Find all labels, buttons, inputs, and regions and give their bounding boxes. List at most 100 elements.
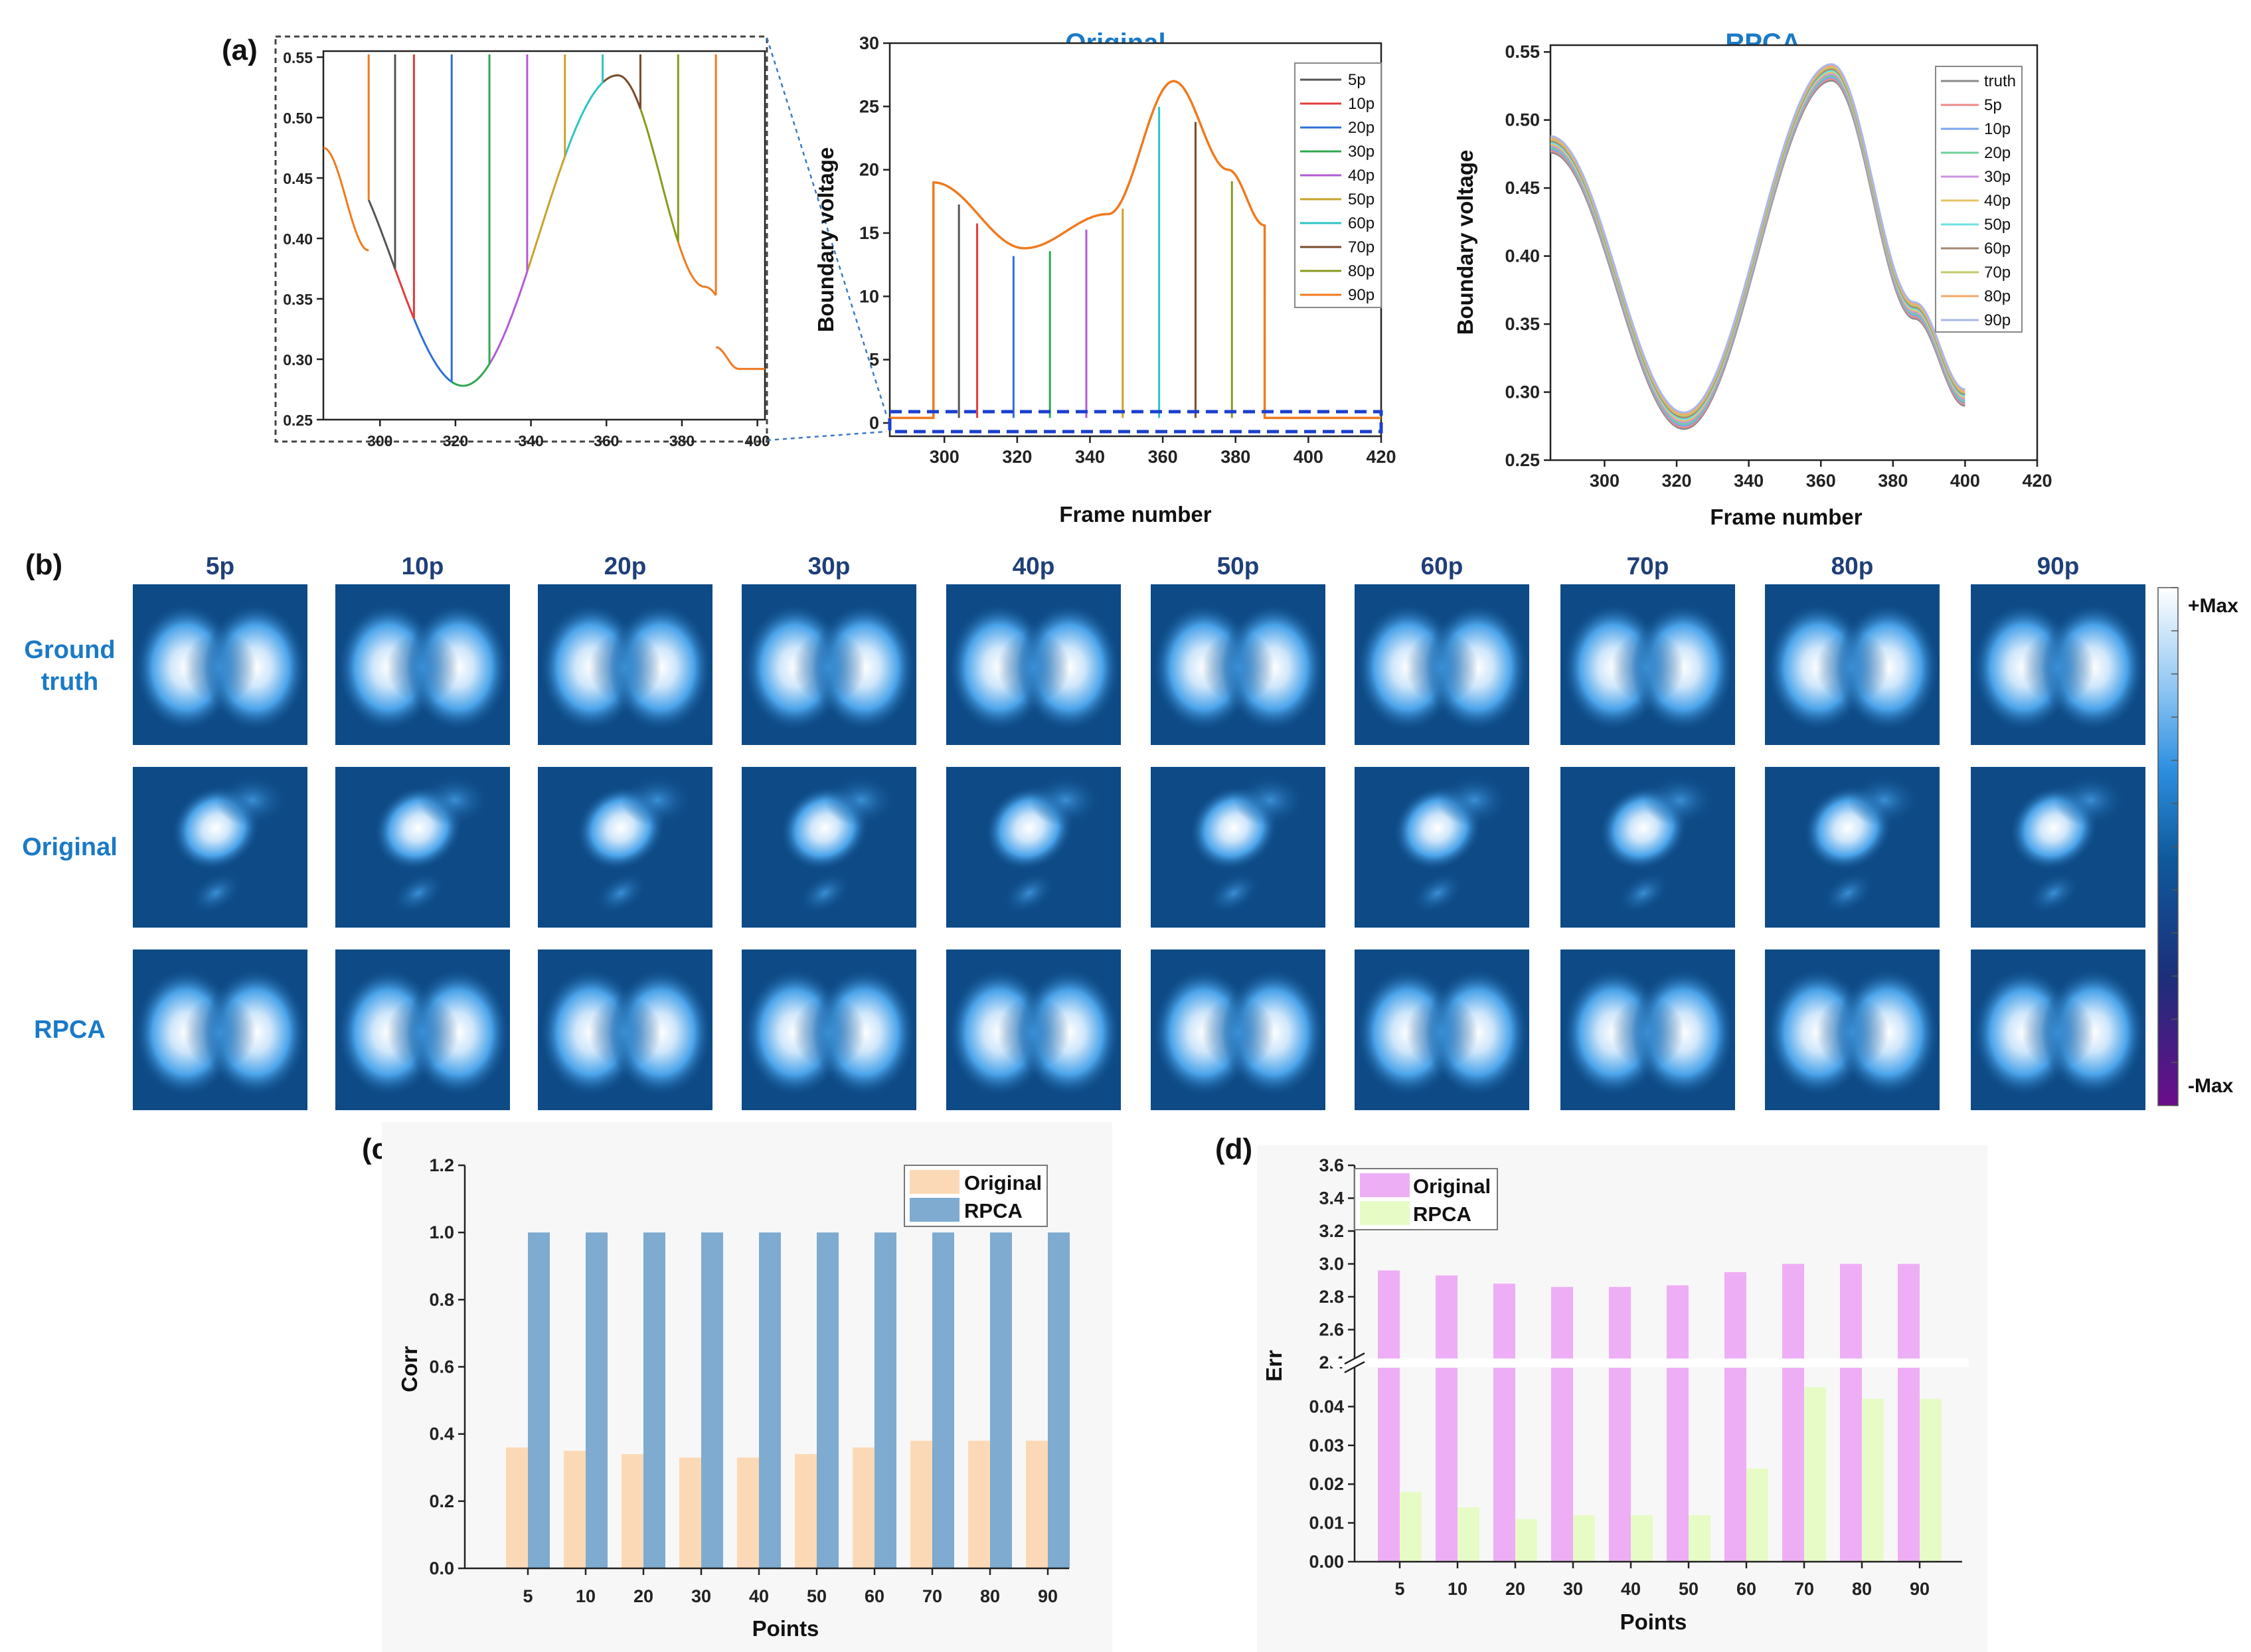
orig-ytick-label-3: 15 [859, 223, 879, 243]
rpca-xtick-label-3: 360 [1806, 471, 1836, 491]
image-cell-1-0 [133, 767, 307, 928]
inset-segment-3 [413, 318, 453, 383]
err-bar-original-lower-20 [1493, 1368, 1515, 1562]
err-bar-rpca-60 [1746, 1468, 1768, 1562]
corr-ytick-label-0: 0.0 [429, 1558, 454, 1578]
image-cell-2-5 [1151, 950, 1325, 1110]
rpca-x-label: Frame number [1710, 505, 1862, 529]
blob-bridge [792, 631, 866, 704]
err-bar-original-upper-10 [1436, 1275, 1458, 1359]
blob-bridge [997, 996, 1070, 1069]
err-legend: Original RPCA [1354, 1168, 1498, 1230]
blob-lower [1001, 870, 1057, 916]
rpca-xtick-label-2: 340 [1734, 471, 1764, 491]
err-bar-original-lower-90 [1898, 1368, 1920, 1562]
inset-ytick-label-2: 0.35 [283, 291, 313, 308]
reconstruction-grid: 5p 10p 20p 30p 40p 50p 60p 70p 80p 90p Ground truth… [22, 552, 2145, 1110]
row-label-0-1: truth [41, 668, 99, 696]
blob-lower [797, 870, 853, 916]
corr-xtick-label-1: 10 [576, 1586, 596, 1606]
corr-bar-rpca-60 [875, 1232, 896, 1568]
orig-xtick-label-3: 360 [1148, 447, 1178, 467]
corr-xtick-label-5: 50 [807, 1586, 827, 1606]
image-cell-2-1 [335, 950, 510, 1110]
err-bar-rpca-40 [1631, 1515, 1653, 1562]
err-bar-original-upper-50 [1667, 1285, 1689, 1359]
inset-xtick-label-3: 360 [594, 432, 619, 450]
orig-ytick-label-1: 5 [869, 350, 879, 370]
image-cell-2-8 [1765, 950, 1940, 1110]
corr-ytick-label-3: 0.6 [429, 1357, 454, 1377]
panel-label-a: (a) [222, 34, 258, 66]
corr-ytick-label-4: 0.8 [429, 1289, 454, 1309]
rpca-xtick-label-1: 320 [1662, 471, 1692, 491]
corr-bar-rpca-90 [1048, 1232, 1070, 1568]
corr-bar-rpca-50 [817, 1232, 839, 1568]
rpca-legend-label-0: truth [1984, 72, 2016, 90]
rpca-ytick-label-0: 0.25 [1505, 450, 1540, 470]
axis-break-mark-top [1344, 1352, 1365, 1365]
blob-arc [1438, 774, 1511, 827]
corr-xtick-label-0: 5 [523, 1586, 533, 1606]
err-bar-original-upper-40 [1609, 1287, 1631, 1359]
err-upper-ytick-label-5: 3.4 [1319, 1189, 1344, 1208]
rpca-legend-label-6: 50p [1984, 216, 2011, 234]
inset-ytick-label-4: 0.45 [283, 170, 313, 187]
row-label-2-0: RPCA [34, 1016, 106, 1044]
image-cell-0-1 [335, 584, 510, 745]
colorbar-min-label: -Max [2188, 1075, 2234, 1097]
blob-bridge [1611, 631, 1685, 704]
orig-xtick-label-0: 300 [930, 447, 959, 467]
corr-bar-chart: 0.0 0.2 0.4 0.6 0.8 1.0 1.2 5 10 20 30 40 50 60 70 80 90… [382, 1122, 1112, 1652]
colorbar-max-label: +Max [2188, 595, 2238, 617]
blob-bridge [792, 996, 866, 1069]
blob-arc [1029, 774, 1102, 827]
original-y-label: Boundary voltage [813, 147, 838, 333]
image-cell-2-4 [946, 950, 1121, 1110]
err-bar-original-upper-80 [1840, 1264, 1862, 1359]
orig-ytick-label-4: 20 [859, 160, 879, 180]
blob-bridge [1201, 996, 1275, 1069]
blob-lower [1410, 870, 1465, 916]
err-xtick-label-8: 80 [1852, 1579, 1872, 1599]
inset-segment-1 [367, 199, 396, 270]
err-bar-original-lower-10 [1436, 1368, 1458, 1562]
legend-swatch-original [910, 1170, 959, 1194]
rpca-chart: RPCA 300 320 340 360 380 400 4200.250.300.350.… [1453, 29, 2052, 529]
corr-bar-original-60 [853, 1447, 875, 1568]
blob-arc [418, 774, 491, 827]
inset-ytick-label-1: 0.30 [283, 351, 313, 369]
inset-segment-7 [564, 82, 604, 157]
orig-ytick-label-0: 0 [869, 413, 879, 433]
column-title-7: 70p [1627, 552, 1669, 580]
colorbar: +Max -Max [2157, 587, 2238, 1106]
blob-lower [593, 870, 649, 916]
inset-plot-area [322, 50, 766, 421]
rpca-xtick-label-4: 380 [1878, 471, 1908, 491]
err-xtick-label-1: 10 [1448, 1579, 1467, 1599]
original-legend-label-9: 90p [1348, 286, 1375, 304]
rpca-xtick-label-0: 300 [1590, 471, 1620, 491]
blob-lower [188, 870, 244, 916]
legend-label-original-err: Original [1413, 1175, 1491, 1198]
legend-label-rpca-err: RPCA [1413, 1202, 1471, 1226]
legend-swatch-rpca [910, 1198, 959, 1222]
orig-xtick-label-6: 420 [1366, 447, 1396, 467]
original-legend-label-5: 50p [1348, 191, 1375, 208]
zoom-connector-top [766, 37, 888, 416]
image-cell-2-6 [1355, 950, 1529, 1110]
err-bar-rpca-20 [1515, 1519, 1537, 1562]
image-cell-1-6 [1355, 767, 1529, 928]
inset-chart: 300 320 340 360 380 400 0.25 0.30 0.35 0.40 0.45 0.… [274, 35, 770, 450]
err-bar-rpca-50 [1689, 1515, 1710, 1562]
rpca-legend-label-8: 70p [1984, 264, 2011, 282]
err-x-label: Points [1620, 1610, 1687, 1634]
original-curve [890, 80, 1381, 420]
axis-break-gap [1331, 1359, 1969, 1367]
legend-swatch-original-err [1360, 1173, 1410, 1197]
rpca-ytick-label-6: 0.55 [1505, 42, 1540, 62]
rpca-xtick-label-6: 420 [2022, 471, 2052, 491]
rpca-ytick-label-2: 0.35 [1505, 314, 1540, 334]
image-cell-0-4 [946, 584, 1121, 745]
orig-xtick-label-2: 340 [1075, 447, 1105, 467]
